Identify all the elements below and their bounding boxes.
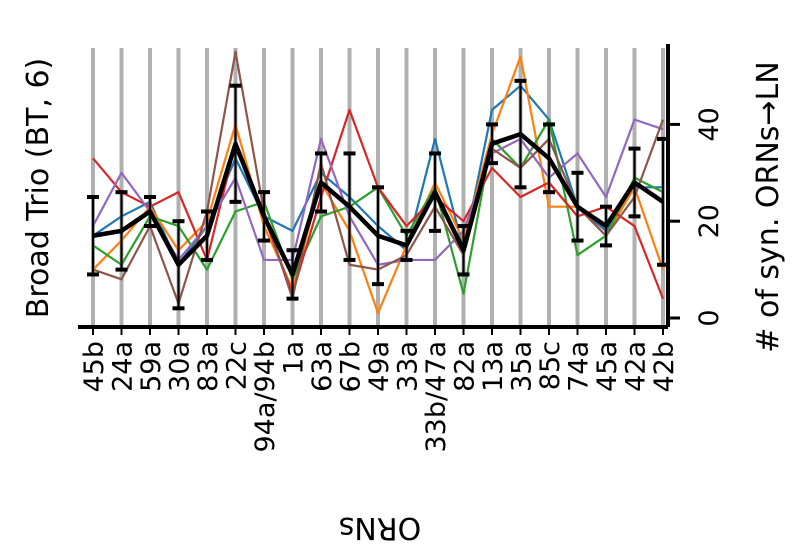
x-axis-label: ORNs xyxy=(339,510,422,545)
x-tick-label: 63a xyxy=(307,341,338,392)
right-axis-label: # of syn. ORNs→LN xyxy=(751,61,786,352)
x-tick-label: 22c xyxy=(222,341,253,390)
x-tick-label: 13a xyxy=(478,341,509,392)
y-tick-label: 20 xyxy=(694,204,725,238)
mean-line xyxy=(92,131,665,277)
x-tick-label: 59a xyxy=(136,341,167,392)
x-tick-label: 67b xyxy=(336,341,367,393)
axes xyxy=(78,44,670,329)
x-axis-tick-labels: 45b24a59a30a83a22c94a/94b1a63a67b49a33a3… xyxy=(79,327,680,453)
x-tick-label: 35a xyxy=(507,341,538,392)
mean-series xyxy=(87,78,669,311)
x-tick-label: 30a xyxy=(165,341,196,392)
x-tick-label: 45b xyxy=(79,341,110,393)
x-tick-label: 74a xyxy=(564,341,595,392)
x-tick-label: 94a/94b xyxy=(250,341,281,453)
x-tick-label: 49a xyxy=(364,341,395,392)
x-tick-label: 85c xyxy=(535,341,566,390)
y-tick-label: 40 xyxy=(694,107,725,141)
x-tick-label: 45a xyxy=(592,341,623,392)
x-tick-label: 42a xyxy=(621,341,652,392)
x-tick-label: 24a xyxy=(108,341,139,392)
x-tick-label: 42b xyxy=(649,341,680,393)
x-tick-label: 1a xyxy=(279,341,310,375)
x-tick-label: 82a xyxy=(450,341,481,392)
x-tick-label: 33a xyxy=(393,341,424,392)
x-tick-label: 83a xyxy=(193,341,224,392)
y-tick-label: 0 xyxy=(694,309,725,326)
left-axis-label: Broad Trio (BT, 6) xyxy=(21,58,56,319)
y-axis-ticks: 0 20 40 xyxy=(668,107,725,327)
x-tick-label: 33b/47a xyxy=(421,341,452,453)
